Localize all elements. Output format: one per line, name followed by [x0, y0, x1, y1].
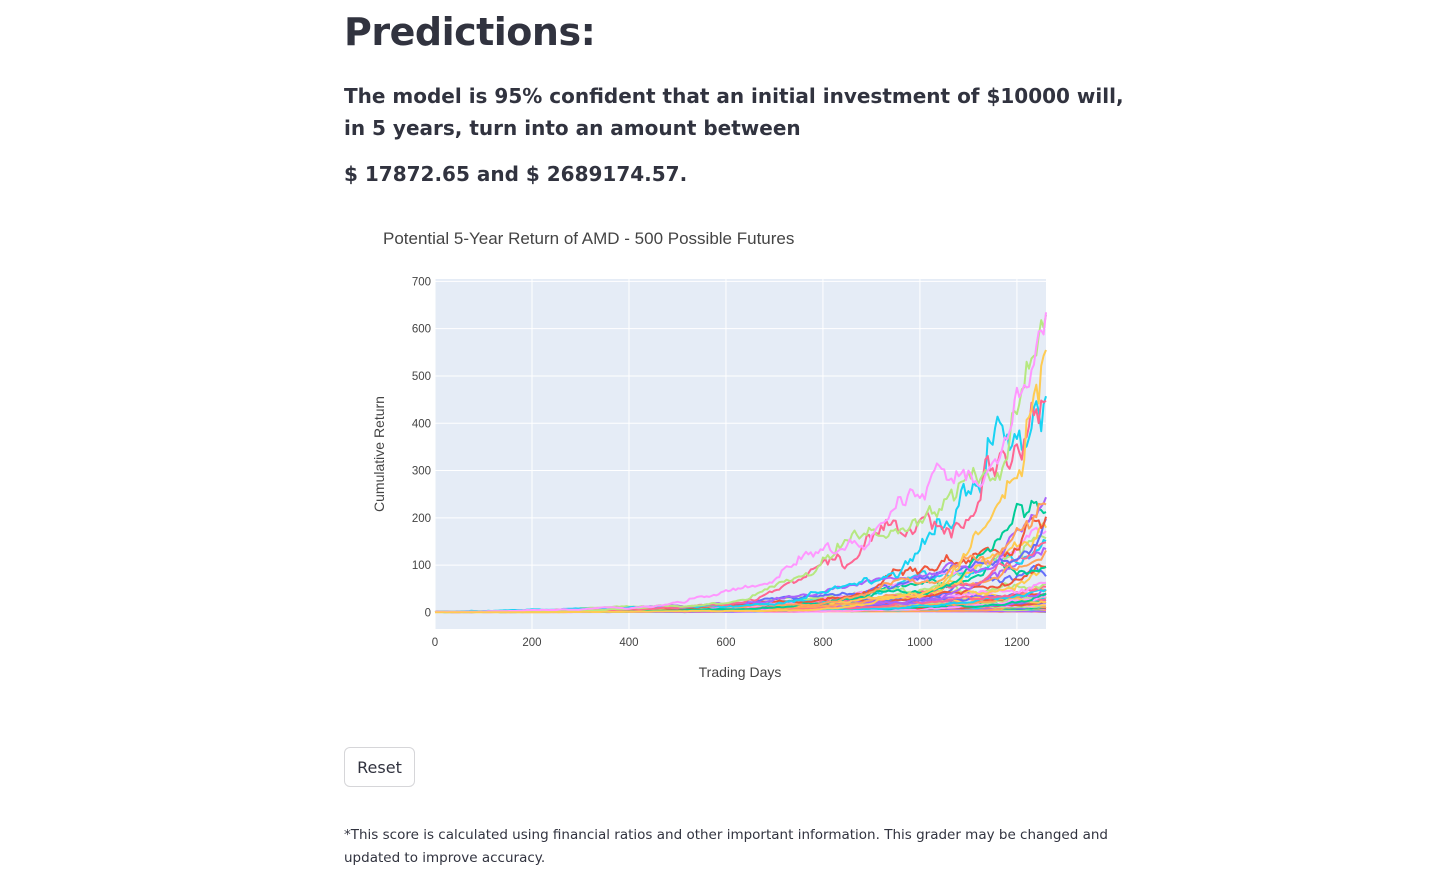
- y-tick-label: 500: [412, 371, 431, 383]
- y-tick-label: 700: [412, 276, 431, 288]
- x-tick-label: 400: [619, 637, 638, 649]
- simulation-line[interactable]: [435, 349, 1047, 614]
- reset-button[interactable]: Reset: [344, 747, 415, 787]
- chart-svg[interactable]: Potential 5-Year Return of AMD - 500 Pos…: [344, 220, 1124, 700]
- y-tick-label: 300: [412, 466, 431, 478]
- x-tick-label: 0: [432, 637, 438, 649]
- x-tick-label: 1200: [1004, 637, 1030, 649]
- chart-title: Potential 5-Year Return of AMD - 500 Pos…: [383, 229, 794, 248]
- confidence-statement: The model is 95% confident that an initi…: [344, 84, 1124, 140]
- simulation-line[interactable]: [435, 312, 1047, 613]
- y-tick-label: 600: [412, 324, 431, 336]
- x-tick-label: 1000: [907, 637, 933, 649]
- plot-area: [435, 279, 1046, 629]
- x-tick-label: 800: [813, 637, 832, 649]
- y-tick-label: 0: [425, 607, 431, 619]
- simulation-chart[interactable]: Potential 5-Year Return of AMD - 500 Pos…: [344, 220, 1124, 700]
- y-axis-label: Cumulative Return: [371, 396, 387, 512]
- x-tick-label: 600: [716, 637, 735, 649]
- y-tick-label: 200: [412, 513, 431, 525]
- series-layer: [434, 312, 1047, 614]
- x-tick-label: 200: [522, 637, 541, 649]
- page-title: Predictions:: [344, 10, 596, 54]
- tick-layer: 0 100 200 300 400 500 600 700 0 200 400 600 800 1000 1…: [412, 276, 1030, 649]
- x-axis-label: Trading Days: [699, 664, 782, 680]
- y-tick-label: 100: [412, 560, 431, 572]
- footnote: *This score is calculated using financia…: [344, 827, 1108, 866]
- return-range: $ 17872.65 and $ 2689174.57.: [344, 162, 688, 186]
- y-tick-label: 400: [412, 418, 431, 430]
